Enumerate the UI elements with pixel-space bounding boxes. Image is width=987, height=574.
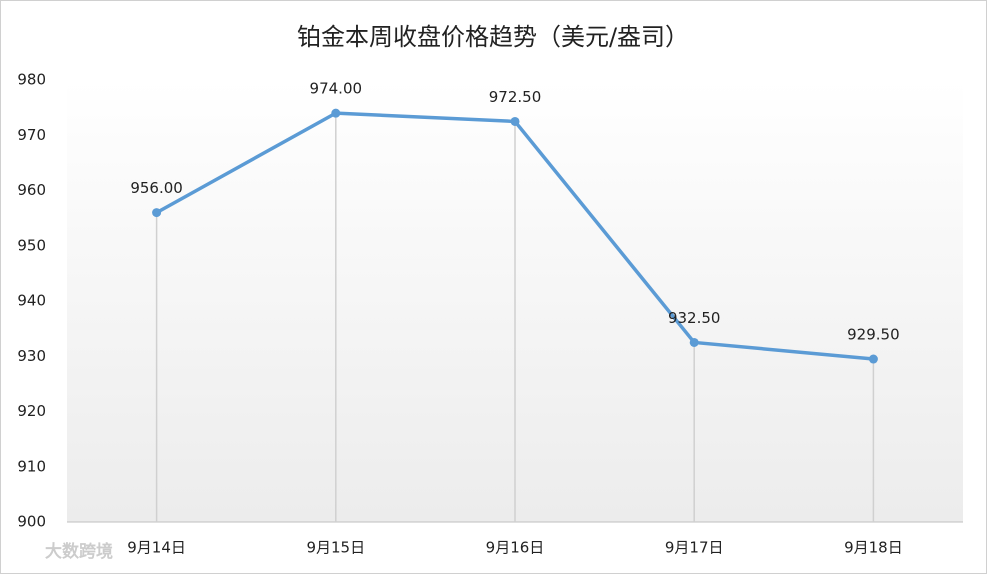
y-tick-label: 960 [17, 181, 46, 199]
x-tick-label: 9月14日 [127, 539, 186, 557]
y-tick-label: 910 [17, 457, 46, 475]
data-label: 932.50 [668, 309, 721, 327]
marker [331, 108, 341, 118]
marker [510, 116, 520, 126]
marker [689, 337, 699, 347]
y-tick-label: 980 [17, 71, 46, 89]
y-tick-label: 970 [17, 126, 46, 144]
marker [152, 208, 162, 218]
x-tick-label: 9月16日 [486, 539, 545, 557]
data-label: 974.00 [310, 80, 363, 98]
y-tick-label: 920 [17, 402, 46, 420]
y-tick-label: 940 [17, 292, 46, 310]
x-tick-label: 9月18日 [844, 539, 903, 557]
y-tick-label: 950 [17, 236, 46, 254]
marker [868, 354, 878, 364]
chart-title: 铂金本周收盘价格趋势（美元/盎司） [297, 23, 689, 51]
data-label: 929.50 [847, 326, 900, 344]
data-label: 956.00 [130, 179, 183, 197]
y-tick-label: 930 [17, 347, 46, 365]
x-tick-label: 9月15日 [306, 539, 365, 557]
data-label: 972.50 [489, 88, 542, 106]
watermark: 大数跨境 [45, 541, 113, 562]
x-tick-label: 9月17日 [665, 539, 724, 557]
y-tick-label: 900 [17, 513, 46, 531]
